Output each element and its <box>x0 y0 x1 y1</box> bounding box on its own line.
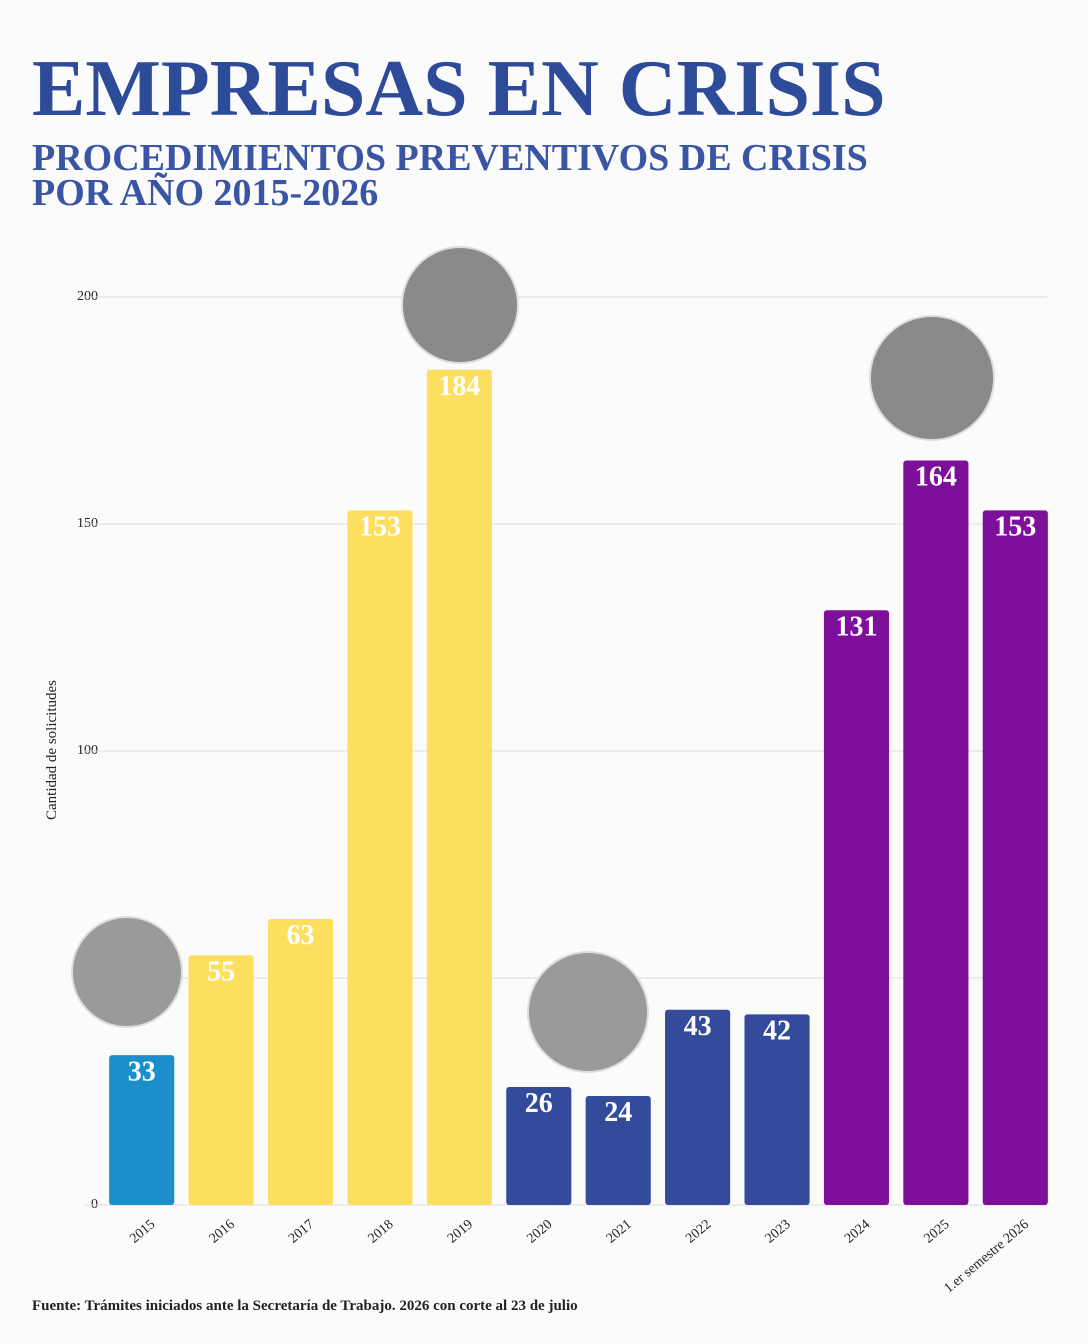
bar <box>665 1009 731 1205</box>
data-label: 153 <box>994 512 1036 543</box>
bar <box>823 610 890 1205</box>
bar <box>903 460 969 1205</box>
bar <box>426 369 492 1205</box>
chart-subtitle: POR AÑO 2015-2026 <box>32 172 378 214</box>
source: Fuente: Trámites iniciados ante la Secre… <box>32 1298 578 1314</box>
portrait <box>71 916 183 1028</box>
bar <box>267 918 334 1205</box>
bar <box>744 1014 810 1205</box>
bar <box>982 510 1048 1205</box>
data-label: 43 <box>684 1011 712 1042</box>
chart-title: EMPRESAS EN CRISIS <box>32 45 886 133</box>
data-label: 184 <box>438 371 480 402</box>
portrait <box>527 951 649 1073</box>
bar <box>585 1096 651 1205</box>
data-label: 24 <box>604 1097 632 1128</box>
data-label: 131 <box>835 611 877 642</box>
data-label: 164 <box>915 462 957 493</box>
portraits <box>71 246 995 1073</box>
y-axis-label: Cantidad de solicitudes <box>44 680 60 820</box>
data-label: 153 <box>359 512 401 543</box>
data-label: 63 <box>287 920 315 951</box>
portrait <box>401 246 519 364</box>
bar <box>188 955 254 1205</box>
portrait <box>869 315 995 441</box>
data-label: 42 <box>763 1016 791 1047</box>
bar <box>506 1086 572 1205</box>
bar <box>347 510 413 1205</box>
bar <box>109 1055 175 1205</box>
plot-area: 0501001502002015332016552017632018153201… <box>77 289 1048 1296</box>
data-label: 26 <box>525 1088 553 1119</box>
chart-subtitle: PROCEDIMIENTOS PREVENTIVOS DE CRISIS <box>32 137 868 179</box>
data-label: 33 <box>128 1056 156 1087</box>
data-label: 55 <box>207 957 235 988</box>
